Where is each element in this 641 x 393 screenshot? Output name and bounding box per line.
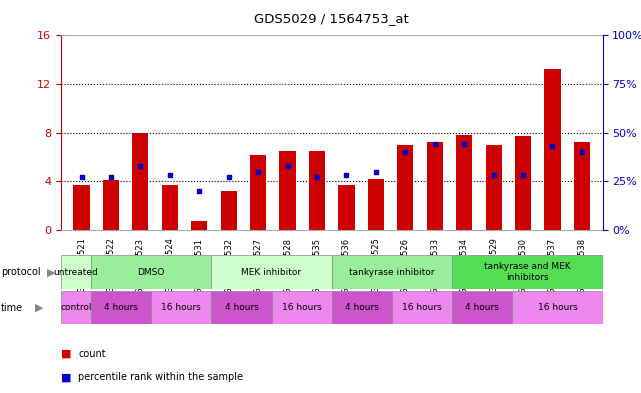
Bar	[332, 291, 392, 324]
Text: MEK inhibitor: MEK inhibitor	[242, 268, 302, 277]
Point	[341, 172, 351, 178]
Text: 4 hours: 4 hours	[104, 303, 138, 312]
Point	[370, 168, 381, 174]
Bar	[272, 291, 332, 324]
Bar	[574, 142, 590, 230]
Bar	[368, 179, 384, 230]
Bar	[212, 255, 332, 289]
Bar	[512, 291, 603, 324]
Text: 16 hours: 16 hours	[402, 303, 442, 312]
Point	[400, 149, 410, 155]
Text: time: time	[1, 303, 23, 312]
Bar	[332, 255, 452, 289]
Text: 16 hours: 16 hours	[282, 303, 322, 312]
Text: ▶: ▶	[47, 267, 55, 277]
Text: count: count	[78, 349, 106, 359]
Text: 4 hours: 4 hours	[465, 303, 499, 312]
Bar	[485, 145, 502, 230]
Bar	[279, 151, 296, 230]
Bar	[61, 291, 91, 324]
Point	[312, 174, 322, 180]
Bar	[452, 255, 603, 289]
Bar	[151, 291, 212, 324]
Text: tankyrase and MEK
inhibitors: tankyrase and MEK inhibitors	[484, 263, 570, 282]
Point	[106, 174, 116, 180]
Text: GDS5029 / 1564753_at: GDS5029 / 1564753_at	[254, 12, 409, 25]
Bar	[250, 154, 266, 230]
Point	[224, 174, 234, 180]
Bar	[427, 142, 443, 230]
Point	[253, 168, 263, 174]
Bar	[132, 132, 149, 230]
Text: ■: ■	[61, 349, 71, 359]
Bar	[392, 291, 452, 324]
Text: 16 hours: 16 hours	[538, 303, 578, 312]
Point	[429, 141, 440, 147]
Bar	[191, 221, 207, 230]
Text: protocol: protocol	[1, 267, 40, 277]
Bar	[212, 291, 272, 324]
Bar	[103, 180, 119, 230]
Point	[76, 174, 87, 180]
Point	[518, 172, 528, 178]
Text: tankyrase inhibitor: tankyrase inhibitor	[349, 268, 435, 277]
Text: untreated: untreated	[54, 268, 98, 277]
Bar	[309, 151, 325, 230]
Text: control: control	[60, 303, 92, 312]
Point	[135, 163, 146, 169]
Bar	[91, 255, 212, 289]
Text: 4 hours: 4 hours	[345, 303, 379, 312]
Bar	[61, 255, 91, 289]
Text: ■: ■	[61, 372, 71, 382]
Point	[194, 188, 204, 194]
Bar	[74, 185, 90, 230]
Text: DMSO: DMSO	[137, 268, 165, 277]
Text: ▶: ▶	[35, 303, 44, 312]
Bar	[544, 70, 561, 230]
Bar	[221, 191, 237, 230]
Bar	[452, 291, 512, 324]
Bar	[162, 185, 178, 230]
Point	[283, 163, 293, 169]
Bar	[91, 291, 151, 324]
Text: 4 hours: 4 hours	[224, 303, 258, 312]
Point	[459, 141, 469, 147]
Point	[488, 172, 499, 178]
Bar	[397, 145, 413, 230]
Bar	[338, 185, 354, 230]
Text: 16 hours: 16 hours	[162, 303, 201, 312]
Text: percentile rank within the sample: percentile rank within the sample	[78, 372, 243, 382]
Point	[165, 172, 175, 178]
Bar	[515, 136, 531, 230]
Bar	[456, 135, 472, 230]
Point	[547, 143, 558, 149]
Point	[577, 149, 587, 155]
